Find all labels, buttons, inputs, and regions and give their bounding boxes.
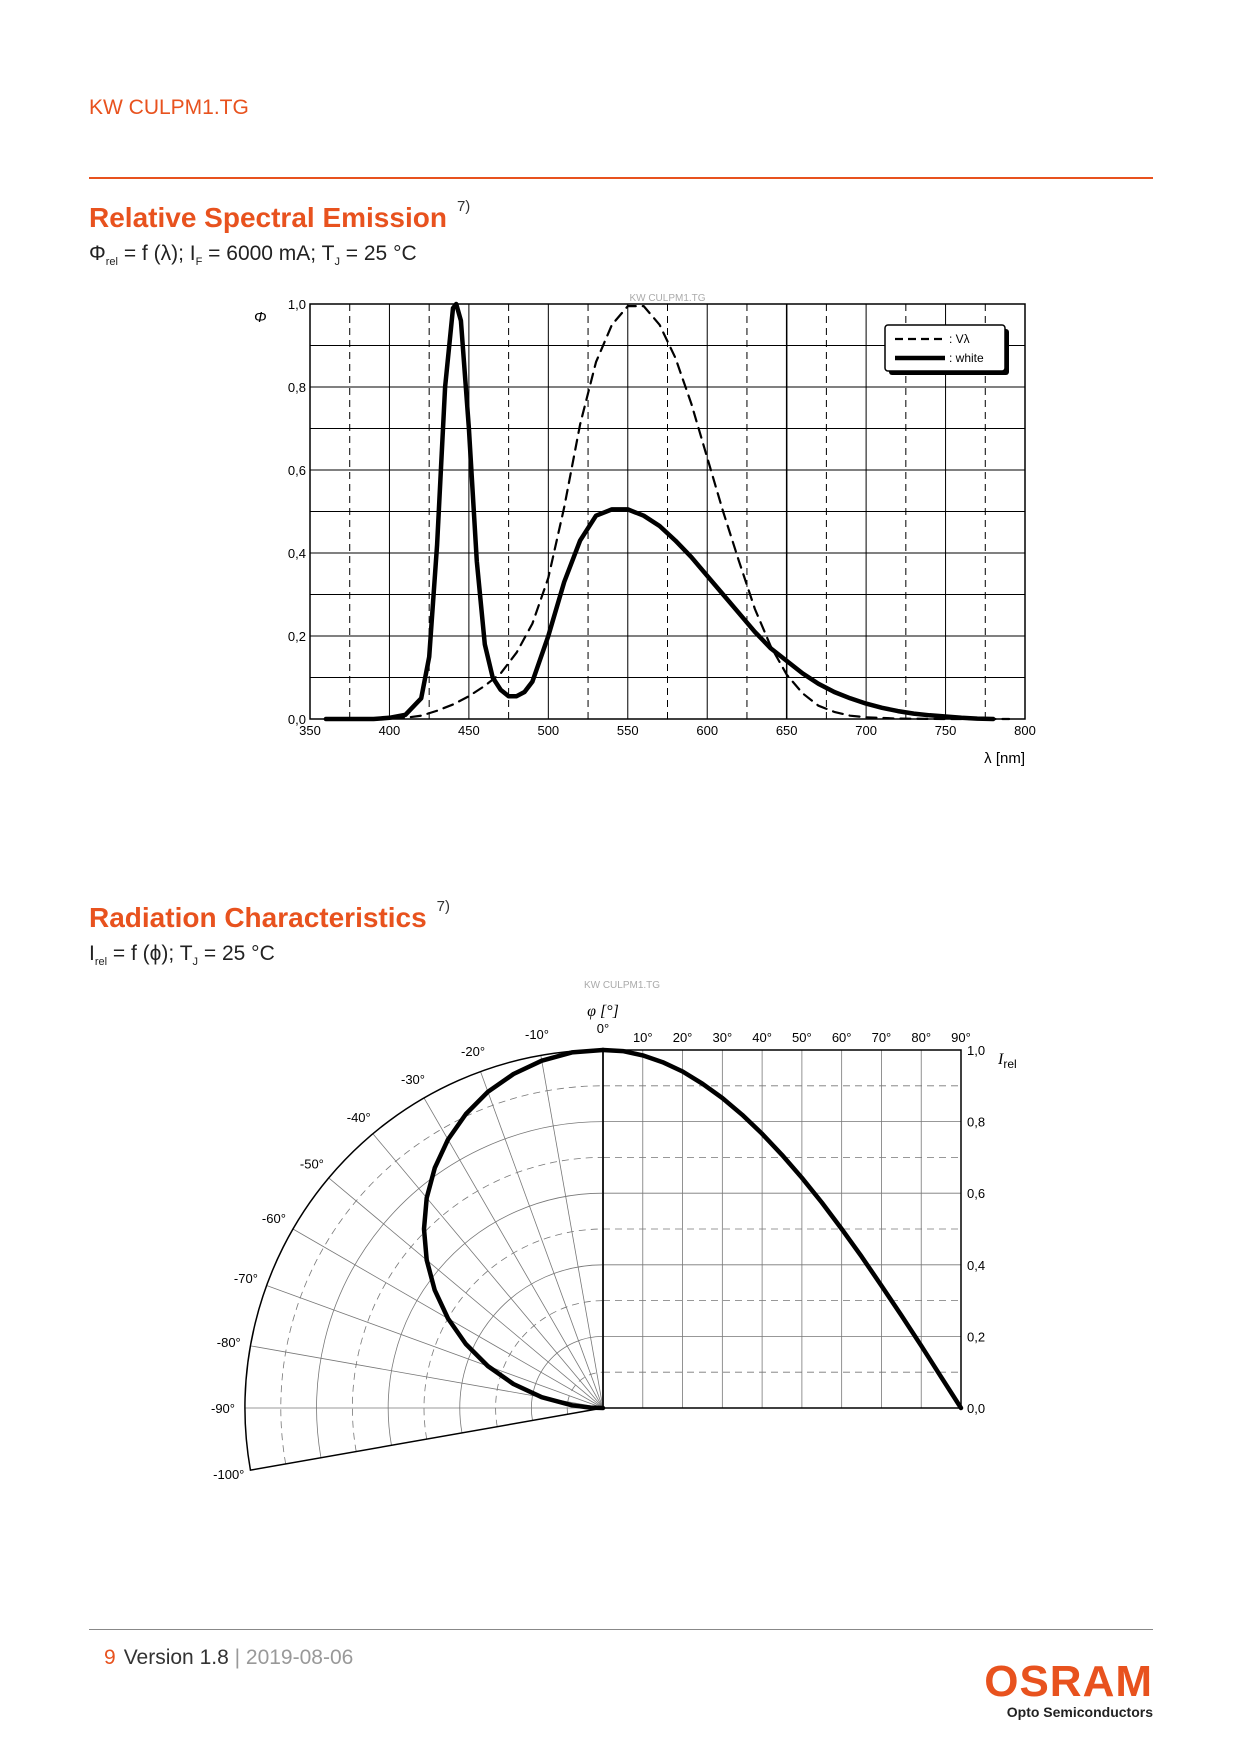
polar-grid-arc — [495, 1300, 604, 1427]
polar-angle-label: -70° — [234, 1271, 258, 1286]
footer: 9 Version 1.8 | 2019-08-06 — [104, 1646, 353, 1670]
logo-tagline: Opto Semiconductors — [1006, 1704, 1153, 1720]
document-header: KW CULPM1.TG — [89, 96, 249, 119]
series-line-cartesian — [600, 1047, 964, 1411]
x-tick-label: 20° — [673, 1030, 693, 1045]
polar-angle-label: -30° — [401, 1072, 425, 1087]
chart-watermark: KW CULPM1.TG — [584, 980, 660, 991]
polar-grid-spoke — [372, 1133, 604, 1409]
value-tick-label: 0,4 — [967, 1258, 985, 1273]
header-rule — [89, 177, 1153, 179]
x-tick-label: 800 — [1014, 723, 1036, 738]
x-tick-label: 600 — [696, 723, 718, 738]
polar-angle-label: 0° — [597, 1021, 609, 1036]
polar-angle-label: -60° — [262, 1211, 286, 1226]
x-tick-label: 750 — [935, 723, 957, 738]
footnote-ref: 7) — [436, 897, 451, 915]
x-tick-label: 700 — [855, 723, 877, 738]
x-axis-label: λ [nm] — [984, 750, 1025, 767]
y-tick-label: 0,4 — [288, 546, 306, 561]
value-tick-label: 0,8 — [967, 1115, 985, 1130]
y-tick-label: 0,0 — [288, 712, 306, 727]
polar-angle-label: -80° — [217, 1335, 241, 1350]
x-tick-label: 450 — [458, 723, 480, 738]
legend-label: : Vλ — [949, 332, 970, 346]
value-tick-label: 0,0 — [967, 1401, 985, 1416]
value-tick-label: 1,0 — [967, 1043, 985, 1058]
y-tick-label: 0,6 — [288, 463, 306, 478]
value-axis-label-sub: rel — [1003, 1057, 1016, 1071]
polar-grid-spoke — [328, 1177, 604, 1409]
legend-label: : white — [949, 351, 984, 365]
polar-angle-label: -40° — [347, 1110, 371, 1125]
angle-axis-label: φ [°] — [587, 1003, 619, 1020]
page-number: 9 — [104, 1646, 116, 1669]
y-tick-label: 1,0 — [288, 297, 306, 312]
section-formula-radiation: Irel = f (ϕ); TJ = 25 °C — [89, 942, 275, 969]
version: Version 1.8 — [123, 1646, 229, 1669]
plot-frame — [309, 303, 1026, 720]
polar-angle-label: -10° — [525, 1027, 549, 1042]
polar-angle-label: -20° — [461, 1044, 485, 1059]
x-tick-label: 30° — [712, 1030, 732, 1045]
radiation-characteristics-chart: KW CULPM1.TG φ [°] -100° -90° -80° -70° -60° -5… — [211, 980, 1017, 1482]
polar-angle-label: -90° — [211, 1401, 235, 1416]
value-axis-label: Irel — [997, 1051, 1017, 1071]
section-formula-spectral: Φrel = f (λ); IF = 6000 mA; TJ = 25 °C — [89, 242, 417, 269]
spectral-emission-chart: KW CULPM1.TG 350 400 450 500 550 600 650 700 750 8… — [254, 293, 1036, 767]
polar-frame — [244, 1049, 604, 1472]
polar-angle-label: -100° — [213, 1467, 244, 1482]
section-title-spectral: Relative Spectral Emission 7) — [89, 197, 471, 233]
x-tick-label: 400 — [379, 723, 401, 738]
separator: | — [228, 1646, 246, 1669]
footnote-ref: 7) — [456, 197, 471, 215]
x-tick-label: 50° — [792, 1030, 812, 1045]
x-tick-label: 10° — [633, 1030, 653, 1045]
polar-angle-label: -50° — [300, 1157, 324, 1172]
series-line-v-lambda — [324, 305, 1011, 721]
series-line-polar — [421, 1047, 606, 1411]
x-tick-label: 60° — [832, 1030, 852, 1045]
logo-brand: OSRAM — [984, 1657, 1153, 1706]
value-tick-label: 0,6 — [967, 1186, 985, 1201]
x-tick-label: 80° — [911, 1030, 931, 1045]
polar-grid-spoke — [540, 1055, 604, 1409]
section-title-radiation: Radiation Characteristics 7) — [89, 897, 451, 933]
y-axis-label: Φ — [254, 309, 267, 326]
release-date: 2019-08-06 — [245, 1646, 354, 1669]
value-tick-label: 0,2 — [967, 1329, 985, 1344]
y-tick-label: 0,8 — [288, 380, 306, 395]
series-line-white — [323, 301, 996, 722]
x-tick-label: 550 — [617, 723, 639, 738]
chart-watermark: KW CULPM1.TG — [629, 293, 705, 304]
footer-rule — [89, 1629, 1153, 1630]
x-tick-label: 650 — [776, 723, 798, 738]
polar-grid-spoke — [423, 1097, 604, 1409]
x-tick-label: 350 — [299, 723, 321, 738]
x-tick-label: 40° — [752, 1030, 772, 1045]
osram-logo: OSRAM Opto Semiconductors — [984, 1657, 1153, 1721]
polar-grid-spoke — [480, 1071, 604, 1409]
polar-grid-spoke — [266, 1285, 604, 1409]
y-tick-label: 0,2 — [288, 629, 306, 644]
x-tick-label: 500 — [537, 723, 559, 738]
x-tick-label: 90° — [951, 1030, 971, 1045]
x-tick-label: 70° — [872, 1030, 892, 1045]
legend-box — [884, 324, 1006, 372]
